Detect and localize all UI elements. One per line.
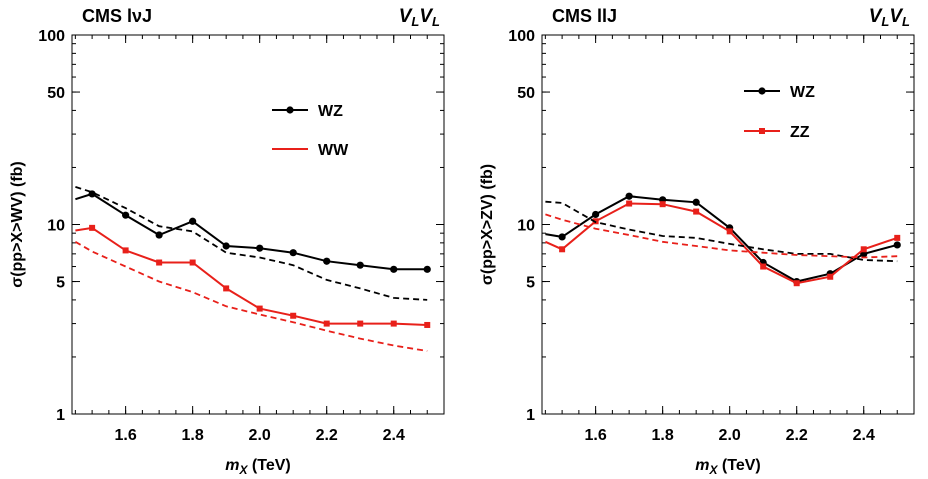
legend-label-zz: ZZ — [790, 124, 810, 141]
data-point-ww — [357, 320, 364, 327]
y-tick-label: 10 — [47, 218, 65, 235]
x-tick-label: 2.2 — [786, 427, 808, 444]
data-point-ww — [156, 259, 163, 266]
x-tick-label: 1.6 — [584, 427, 606, 444]
data-point-wz — [625, 192, 633, 200]
data-point-wz — [122, 211, 130, 219]
data-point-wz — [323, 257, 331, 265]
data-point-ww — [290, 312, 297, 319]
x-tick-label: 2.2 — [316, 427, 338, 444]
data-point-wz — [692, 198, 700, 206]
chart-title: CMS llJ — [552, 6, 617, 26]
data-point-wz — [356, 261, 364, 269]
y-tick-label: 100 — [508, 28, 535, 45]
legend-label-wz: WZ — [318, 103, 343, 120]
data-point-ww — [189, 259, 196, 266]
data-point-zz — [793, 280, 800, 287]
data-point-ww — [256, 305, 263, 312]
data-point-zz — [559, 246, 566, 253]
legend-label-ww: WW — [318, 142, 349, 159]
data-point-zz — [626, 200, 633, 207]
series-line-ww — [75, 226, 428, 326]
y-tick-label: 50 — [517, 85, 535, 102]
y-tick-label: 50 — [47, 85, 65, 102]
data-point-ww — [223, 285, 230, 292]
x-axis-label: mX (TeV) — [695, 457, 761, 477]
y-tick-label: 1 — [526, 407, 535, 424]
corner-label: VLVL — [399, 6, 440, 29]
legend-marker — [286, 106, 294, 114]
plot-frame — [541, 34, 915, 415]
y-tick-label: 5 — [526, 275, 535, 292]
data-point-wz — [289, 249, 297, 257]
x-tick-label: 2.4 — [853, 427, 875, 444]
data-point-ww — [89, 224, 96, 231]
series-line-dashed-2 — [545, 200, 898, 263]
data-point-wz — [423, 265, 431, 273]
y-tick-label: 100 — [38, 28, 65, 45]
data-point-wz — [893, 241, 901, 249]
x-tick-label: 2.0 — [249, 427, 271, 444]
legend-marker — [759, 128, 765, 134]
series-line-wz — [75, 192, 428, 271]
data-point-wz — [256, 244, 264, 252]
x-tick-label: 2.4 — [383, 427, 405, 444]
data-point-wz — [222, 242, 230, 250]
series-line-dashed-2 — [75, 186, 428, 301]
data-point-wz — [592, 210, 600, 219]
y-tick-label: 1 — [56, 407, 65, 424]
data-point-ww — [424, 321, 431, 328]
data-point-zz — [760, 263, 767, 270]
data-point-wz — [155, 231, 163, 239]
data-point-zz — [860, 246, 867, 253]
series-line-zz — [544, 202, 898, 285]
series-line-dashed-3 — [545, 213, 898, 259]
x-tick-label: 1.8 — [182, 427, 204, 444]
plot-frame — [71, 34, 445, 415]
data-point-ww — [323, 320, 330, 327]
series-line-wz — [545, 195, 898, 283]
x-axis-label: mX (TeV) — [225, 457, 291, 477]
y-axis-label: σ(pp>X>ZV) (fb) — [479, 164, 496, 285]
data-point-ww — [122, 247, 129, 254]
y-axis-label: σ(pp>X>WV) (fb) — [9, 161, 26, 287]
corner-label: VLVL — [869, 6, 910, 29]
series-line-dashed-3 — [74, 241, 428, 352]
legend-marker — [758, 87, 766, 95]
data-point-zz — [726, 228, 733, 235]
data-point-zz — [827, 273, 834, 280]
data-point-wz — [189, 217, 197, 225]
y-tick-label: 10 — [517, 218, 535, 235]
legend-label-wz: WZ — [790, 84, 815, 101]
x-tick-label: 1.6 — [114, 427, 136, 444]
x-tick-label: 2.0 — [719, 427, 741, 444]
chart-panel-2: 1 5 10 50 100 1.6 1.8 2.0 2.2 2.4 WZ ZZ CMS llJ VLVL m… — [479, 6, 915, 477]
data-point-wz — [390, 265, 398, 273]
data-point-zz — [659, 201, 666, 208]
chart-panel-1: 1 5 10 50 100 1.6 1.8 2.0 2.2 2.4 WZ WW CMS lνJ VLVL m… — [9, 6, 445, 477]
x-tick-label: 1.8 — [652, 427, 674, 444]
data-point-wz — [558, 233, 566, 241]
data-point-ww — [390, 320, 397, 327]
y-tick-label: 5 — [56, 275, 65, 292]
data-point-zz — [693, 208, 700, 215]
data-point-zz — [894, 234, 901, 241]
chart-title: CMS lνJ — [82, 6, 152, 26]
